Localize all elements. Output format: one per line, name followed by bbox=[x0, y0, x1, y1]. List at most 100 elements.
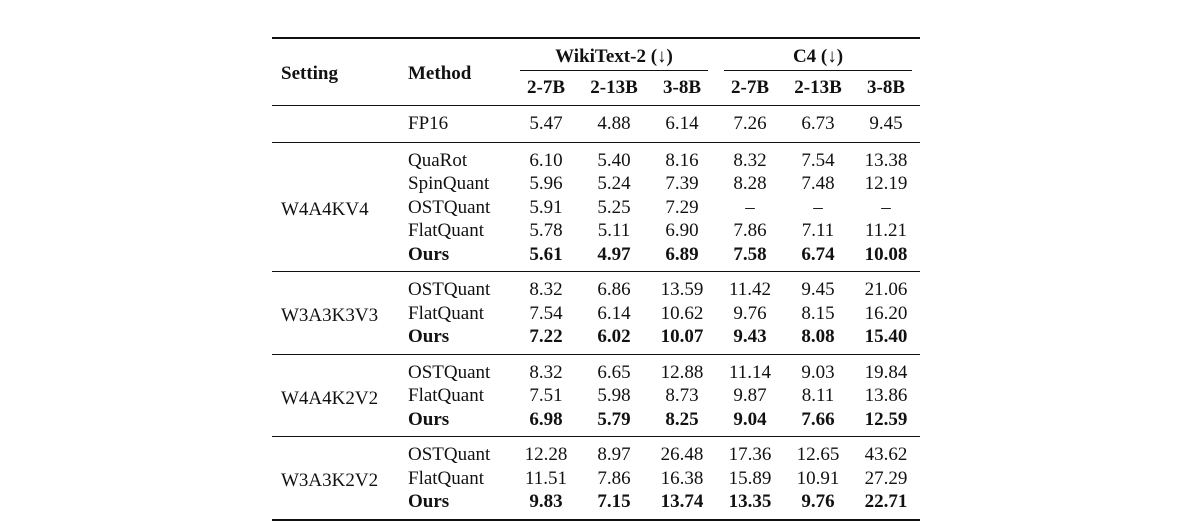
method-cell: Ours bbox=[408, 491, 450, 512]
value-cell: 10.08 bbox=[864, 243, 908, 265]
method-cell: OSTQuant bbox=[400, 271, 512, 302]
header-model: 2-7B bbox=[527, 77, 565, 99]
value-cell: 26.48 bbox=[648, 436, 716, 467]
value-cell: 5.11 bbox=[597, 220, 631, 241]
value-cell: 7.39 bbox=[665, 173, 699, 194]
value-cell: 6.86 bbox=[580, 271, 648, 302]
value-cell: 6.74 bbox=[801, 243, 835, 265]
header-model: 3-8B bbox=[663, 77, 701, 99]
value-cell: 8.08 bbox=[801, 326, 835, 347]
value-cell: 16.20 bbox=[864, 302, 908, 324]
header-group-c4: C4 (↓) bbox=[716, 38, 920, 71]
value-cell: 5.98 bbox=[597, 385, 631, 406]
method-cell: FlatQuant bbox=[408, 302, 484, 324]
value-cell: 6.90 bbox=[665, 220, 699, 241]
header-model: 2-13B bbox=[590, 77, 638, 99]
header-model: 2-7B bbox=[731, 77, 769, 99]
results-table-container: Setting Method WikiText-2 (↓) C4 (↓) 2-7… bbox=[272, 37, 921, 521]
value-cell: 8.97 bbox=[580, 436, 648, 467]
perplexity-results-table: Setting Method WikiText-2 (↓) C4 (↓) 2-7… bbox=[272, 37, 921, 521]
value-cell: 8.28 bbox=[733, 173, 767, 194]
value-cell: 27.29 bbox=[864, 467, 908, 489]
value-cell: 7.29 bbox=[665, 196, 699, 218]
value-cell: 8.32 bbox=[716, 141, 784, 172]
value-cell: 9.76 bbox=[733, 302, 767, 324]
value-cell: 6.14 bbox=[648, 105, 716, 142]
value-cell: 10.07 bbox=[660, 326, 704, 347]
value-cell: 4.97 bbox=[597, 243, 631, 265]
header-model: 2-13B bbox=[794, 77, 842, 99]
value-cell: 7.15 bbox=[597, 491, 631, 512]
value-cell: 7.48 bbox=[801, 173, 835, 194]
value-cell: 8.11 bbox=[801, 385, 835, 406]
value-cell: – bbox=[813, 196, 823, 218]
value-cell: 5.61 bbox=[529, 243, 563, 265]
value-cell: 7.66 bbox=[801, 408, 835, 430]
value-cell: 7.54 bbox=[529, 302, 563, 324]
method-cell: Ours bbox=[408, 408, 450, 430]
value-cell: 22.71 bbox=[864, 491, 908, 512]
value-cell: 21.06 bbox=[852, 271, 921, 302]
table-row: FlatQuant 11.51 7.86 16.38 15.89 10.91 27.29 bbox=[272, 467, 920, 491]
header-wikitext-label: WikiText-2 (↓) bbox=[555, 46, 673, 68]
method-cell: FP16 bbox=[400, 105, 512, 142]
value-cell: 7.26 bbox=[716, 105, 784, 142]
value-cell: 5.78 bbox=[529, 220, 563, 241]
value-cell: 11.42 bbox=[716, 271, 784, 302]
value-cell: 9.04 bbox=[733, 408, 767, 430]
value-cell: 12.28 bbox=[512, 436, 580, 467]
value-cell: 43.62 bbox=[852, 436, 921, 467]
value-cell: 15.40 bbox=[864, 326, 908, 347]
table-row: Ours 6.98 5.79 8.25 9.04 7.66 12.59 bbox=[272, 408, 920, 437]
value-cell: 8.15 bbox=[801, 302, 835, 324]
value-cell: 8.73 bbox=[665, 385, 699, 406]
value-cell: 17.36 bbox=[716, 436, 784, 467]
value-cell: 5.91 bbox=[529, 196, 563, 218]
value-cell: 6.89 bbox=[665, 243, 699, 265]
table-row: W4A4KV4 QuaRot 6.10 5.40 8.16 8.32 7.54 13.38 bbox=[272, 141, 921, 272]
setting-cell bbox=[272, 105, 400, 142]
value-cell: 6.14 bbox=[597, 302, 631, 324]
value-cell: 9.45 bbox=[784, 271, 852, 302]
method-cell: OSTQuant bbox=[400, 436, 512, 467]
table-row: FlatQuant 7.54 6.14 10.62 9.76 8.15 16.20 bbox=[272, 302, 920, 326]
value-cell: 9.76 bbox=[801, 491, 835, 512]
value-cell: 6.02 bbox=[597, 326, 631, 347]
header-group-wikitext: WikiText-2 (↓) bbox=[512, 38, 716, 71]
value-cell: 5.47 bbox=[512, 105, 580, 142]
value-cell: 11.51 bbox=[524, 467, 568, 489]
value-cell: 13.35 bbox=[728, 491, 772, 512]
value-cell: 11.21 bbox=[864, 220, 908, 241]
method-cell: Ours bbox=[408, 326, 450, 347]
value-cell: 9.45 bbox=[852, 105, 921, 142]
value-cell: 5.25 bbox=[597, 196, 631, 218]
value-cell: 6.10 bbox=[512, 141, 580, 172]
value-cell: 5.40 bbox=[580, 141, 648, 172]
value-cell: 8.25 bbox=[665, 408, 699, 430]
value-cell: 10.91 bbox=[796, 467, 840, 489]
method-cell: QuaRot bbox=[400, 141, 512, 172]
table-row: OSTQuant 5.91 5.25 7.29 – – – bbox=[272, 196, 920, 220]
value-cell: 4.88 bbox=[580, 105, 648, 142]
value-cell: 11.14 bbox=[716, 353, 784, 384]
value-cell: 7.86 bbox=[733, 220, 767, 241]
value-cell: – bbox=[745, 196, 755, 218]
setting-cell: W3A3K2V2 bbox=[272, 436, 400, 520]
method-cell: FlatQuant bbox=[408, 220, 484, 241]
table-row: W3A3K2V2 OSTQuant 12.28 8.97 26.48 17.36 12.65… bbox=[272, 436, 921, 520]
method-cell: OSTQuant bbox=[408, 196, 491, 218]
value-cell: 9.83 bbox=[529, 491, 563, 512]
value-cell: 5.96 bbox=[529, 173, 563, 194]
value-cell: 19.84 bbox=[852, 353, 921, 384]
setting-cell: W3A3K3V3 bbox=[272, 271, 400, 354]
value-cell: 9.87 bbox=[733, 385, 767, 406]
method-cell: SpinQuant bbox=[408, 173, 490, 194]
value-cell: 12.59 bbox=[864, 408, 908, 430]
method-cell: FlatQuant bbox=[408, 385, 484, 406]
method-cell: Ours bbox=[408, 243, 450, 265]
setting-cell: W4A4K2V2 bbox=[272, 353, 400, 437]
value-cell: 5.79 bbox=[597, 408, 631, 430]
value-cell: 16.38 bbox=[660, 467, 704, 489]
value-cell: 8.32 bbox=[512, 353, 580, 384]
table-row: Ours 7.22 6.02 10.07 9.43 8.08 15.40 bbox=[272, 325, 920, 354]
